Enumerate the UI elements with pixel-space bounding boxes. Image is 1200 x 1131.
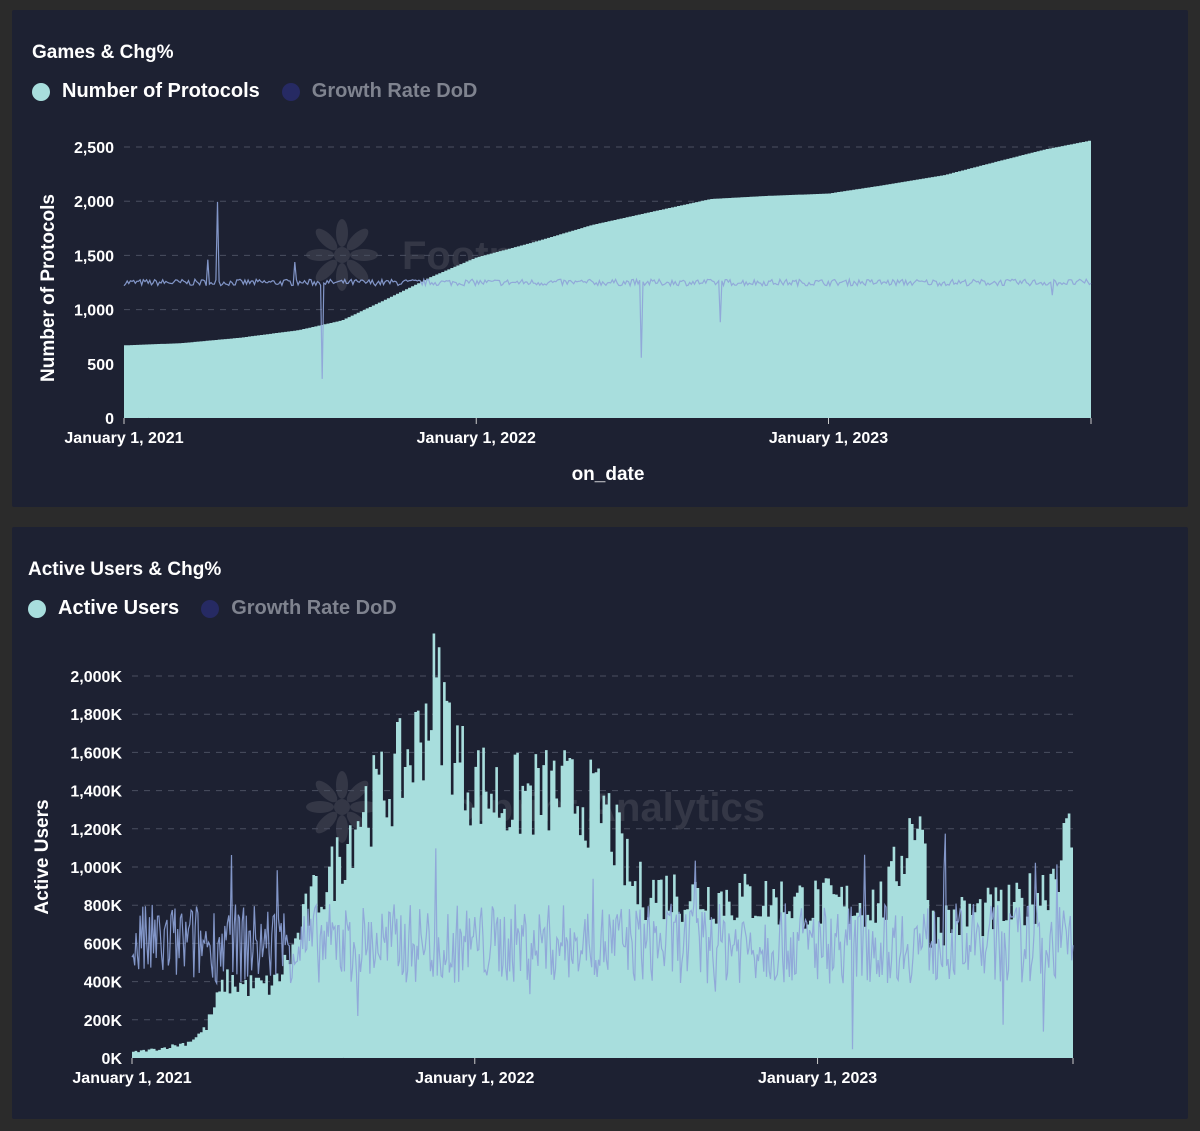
y-tick-labels: 0 500 1,000 1,500 2,000 2,500	[74, 140, 114, 428]
y-tick-label: 0K	[102, 1051, 123, 1068]
x-tick-labels: January 1, 2021 January 1, 2022 January 1,…	[64, 418, 1092, 447]
y-tick-label: 1,500	[74, 248, 114, 265]
y-tick-label: 600K	[84, 936, 123, 953]
y-tick-label: 1,000K	[70, 860, 122, 877]
watermark-logo-petal	[346, 780, 369, 803]
games-chart-panel: Games & Chg% Number of Protocols Growth …	[12, 10, 1188, 507]
watermark-logo-petal	[336, 219, 348, 247]
watermark-logo-petal	[315, 811, 338, 834]
watermark-logo-petal	[315, 259, 338, 282]
growth-rate-line	[131, 833, 1074, 1050]
y-tick-label: 2,000K	[70, 669, 122, 686]
legend-item-active-users[interactable]: Active Users	[28, 597, 179, 620]
watermark-logo-center	[334, 799, 350, 815]
x-tick-label: January 1, 2021	[64, 430, 183, 447]
active-users-chart-svg: Footprint Analytics 0K200K400K600K800K1,…	[32, 633, 1074, 1087]
y-tick-label: 200K	[84, 1013, 123, 1030]
legend-label: Active Users	[58, 597, 180, 619]
legend-item-number-of-protocols[interactable]: Number of Protocols	[32, 80, 260, 103]
watermark-logo-petal	[350, 801, 378, 813]
bar-series	[124, 140, 1091, 419]
watermark-logo-petal	[346, 259, 369, 282]
chart-title: Active Users & Chg%	[28, 559, 222, 580]
y-tick-label: 1,400K	[70, 784, 122, 801]
dot-icon	[32, 82, 50, 101]
legend-label: Growth Rate DoD	[311, 80, 478, 102]
active-users-chart-panel: Active Users & Chg% Active Users Growth …	[12, 527, 1188, 1119]
x-tick-label: January 1, 2022	[417, 430, 536, 447]
watermark-logo-petal	[306, 801, 334, 813]
dot-icon	[281, 82, 300, 101]
games-chart-svg: Footprint Analytics 05001,0001,5002,0002…	[38, 140, 1092, 485]
chart-legend: Number of Protocols Growth Rate DoD	[32, 80, 499, 103]
chart-legend: Active Users Growth Rate DoD	[28, 597, 419, 620]
x-tick-label: January 1, 2022	[415, 1070, 534, 1087]
growth-rate-series-line	[123, 201, 1092, 379]
y-tick-label: 800K	[84, 898, 123, 915]
y-tick-label: 2,000	[74, 194, 114, 211]
y-tick-label: 2,500	[74, 140, 114, 157]
active-user-bars	[132, 633, 1073, 1058]
y-tick-label: 1,200K	[70, 822, 122, 839]
growth-rate-line	[123, 201, 1092, 379]
watermark-logo-petal	[315, 780, 338, 803]
y-tick-label: 0	[105, 411, 114, 428]
watermark-logo-petal	[336, 771, 348, 799]
legend-label: Number of Protocols	[62, 80, 260, 102]
y-axis-label: Number of Protocols	[38, 194, 59, 382]
y-tick-label: 1,800K	[70, 707, 122, 724]
watermark-logo-petal	[336, 263, 348, 291]
y-tick-label: 400K	[84, 975, 123, 992]
x-tick-labels: January 1, 2021 January 1, 2022 January 1,…	[72, 1058, 1074, 1087]
legend-item-growth-rate[interactable]: Growth Rate DoD	[281, 80, 478, 103]
dot-icon	[201, 599, 220, 618]
x-tick-label: January 1, 2021	[72, 1070, 191, 1087]
watermark-logo-petal	[346, 228, 369, 251]
x-tick-label: January 1, 2023	[758, 1070, 877, 1087]
y-tick-label: 1,000	[74, 303, 114, 320]
dot-icon	[28, 599, 46, 618]
growth-rate-series-line	[131, 833, 1074, 1050]
watermark-logo-petal	[315, 228, 338, 251]
chart-title: Games & Chg%	[32, 42, 174, 63]
protocol-bars	[124, 140, 1091, 419]
legend-item-growth-rate[interactable]: Growth Rate DoD	[201, 597, 397, 620]
x-axis-label: on_date	[572, 464, 645, 485]
y-tick-labels: 0K 200K 400K 600K 800K 1,000K 1,200K 1,400K 1,60…	[70, 669, 122, 1068]
y-tick-label: 500	[87, 357, 114, 374]
x-tick-label: January 1, 2023	[769, 430, 888, 447]
legend-label: Growth Rate DoD	[231, 597, 397, 619]
y-tick-label: 1,600K	[70, 745, 122, 762]
y-axis-label: Active Users	[32, 799, 53, 914]
bar-series	[132, 633, 1073, 1058]
